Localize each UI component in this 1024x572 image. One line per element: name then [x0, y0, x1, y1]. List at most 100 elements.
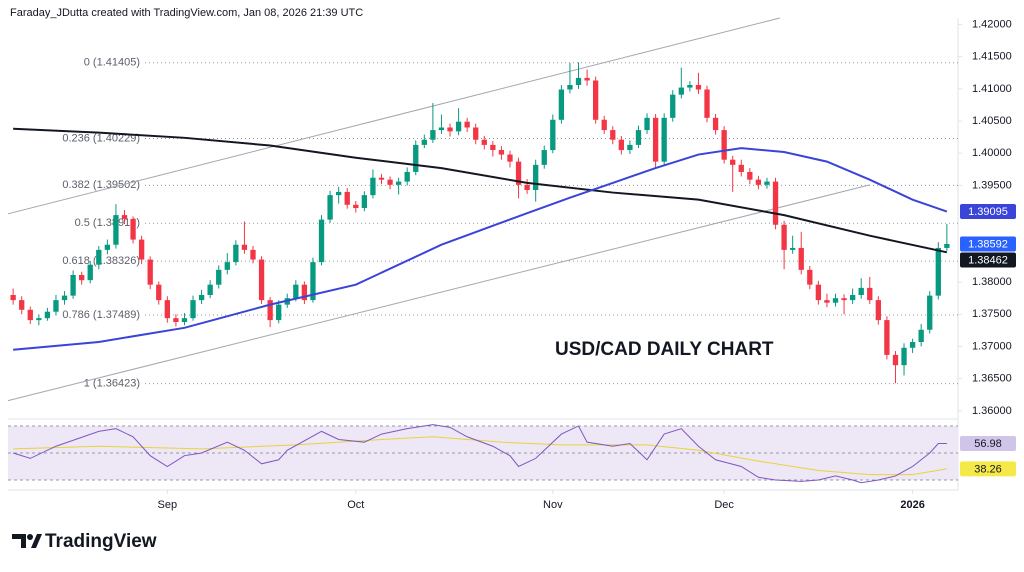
y-tick-label: 1.40000 — [972, 147, 1012, 159]
rsi-line — [13, 436, 947, 476]
candle-body — [601, 119, 607, 131]
candle-body — [644, 117, 650, 131]
candle-body — [738, 164, 744, 172]
candle-body — [584, 77, 590, 81]
candle-body — [276, 304, 282, 321]
candle-body — [344, 191, 350, 205]
candle-body — [592, 80, 599, 120]
y-tick-label: 1.37500 — [972, 308, 1012, 320]
x-tick-label: Nov — [543, 499, 563, 511]
candle-body — [541, 150, 547, 165]
candle-body — [455, 121, 462, 132]
candle-body — [173, 318, 179, 323]
moving-average — [13, 127, 948, 254]
candle-body — [96, 249, 102, 265]
candle-body — [318, 219, 325, 263]
candle-body — [387, 179, 393, 185]
candle-body — [198, 294, 205, 301]
candle-body — [361, 195, 368, 209]
candle-body — [395, 181, 402, 185]
candle-body — [130, 218, 136, 240]
candle-body — [824, 300, 830, 303]
candle-body — [464, 121, 470, 128]
candle-body — [216, 269, 222, 285]
candle-body — [764, 181, 770, 185]
y-tick-label: 1.38000 — [972, 276, 1012, 288]
logo-mark — [31, 534, 42, 548]
candle-body — [10, 294, 16, 301]
candle-body — [36, 318, 42, 321]
candle-body — [730, 159, 736, 165]
candle-body — [250, 249, 256, 260]
price-tag-label: 1.39095 — [968, 206, 1008, 218]
candle-body — [53, 300, 59, 312]
candle-body — [721, 130, 727, 160]
candle-body — [404, 171, 410, 182]
candle-body — [327, 195, 333, 220]
fib-label: 0.236 (1.40229) — [62, 132, 140, 144]
candle-body — [781, 224, 787, 250]
candle-body — [421, 139, 427, 145]
candle-body — [550, 119, 556, 151]
candle-body — [438, 127, 445, 131]
y-tick-label: 1.42000 — [972, 18, 1012, 30]
candle-body — [293, 284, 299, 299]
candle-body — [190, 300, 196, 319]
candle-body — [138, 239, 145, 260]
candle-body — [867, 287, 873, 301]
candle-body — [156, 284, 162, 301]
candle-body — [815, 284, 822, 301]
candle-body — [224, 262, 230, 270]
candle-body — [413, 144, 419, 172]
candle-body — [704, 89, 710, 118]
candle-body — [147, 259, 153, 285]
candle-body — [473, 127, 479, 140]
back-layer: 1.36000 1.36500 1.37000 1.37500 1.38000 1.395… — [7, 17, 1012, 511]
candle-body — [755, 179, 762, 185]
candle-body — [892, 354, 899, 366]
logo-dot — [27, 534, 33, 540]
candle-body — [652, 117, 659, 162]
candle-body — [378, 177, 385, 180]
candle-body — [909, 341, 916, 348]
front-layer: 1.39095 1.38592 1.38462 56.98 38.26 — [12, 127, 1016, 484]
trendline — [7, 184, 870, 402]
candle-body — [524, 184, 530, 190]
y-tick-label: 1.41000 — [972, 83, 1012, 95]
candle-body — [507, 154, 513, 162]
moving-average — [13, 147, 948, 351]
candle-body — [558, 89, 565, 120]
candle-body — [944, 243, 950, 248]
candle-body — [258, 259, 265, 301]
candle-body — [164, 300, 170, 319]
x-tick-label: 2026 — [900, 499, 924, 511]
fib-label: 0 (1.41405) — [84, 57, 140, 69]
candle-body — [430, 130, 436, 140]
candles-layer — [10, 62, 950, 384]
candle-body — [670, 94, 676, 118]
fib-label: 0.786 (1.37489) — [62, 309, 140, 321]
candle-body — [498, 150, 505, 155]
candle-body — [481, 139, 487, 145]
x-tick-label: Oct — [347, 499, 364, 511]
candle-body — [310, 262, 316, 301]
candle-body — [87, 264, 93, 281]
candle-body — [832, 298, 839, 303]
chart-annotation: USD/CAD DAILY CHART — [555, 339, 774, 360]
y-tick-label: 1.40500 — [972, 115, 1012, 127]
candle-body — [618, 139, 625, 151]
candle-body — [627, 144, 633, 151]
candle-body — [533, 164, 539, 190]
candle-body — [712, 117, 719, 131]
candle-body — [515, 161, 522, 185]
header-title: Faraday_JDutta created with TradingView.… — [10, 7, 363, 19]
candle-body — [918, 329, 924, 342]
candle-body — [841, 298, 847, 301]
candle-body — [353, 204, 359, 209]
y-tick-label: 1.36500 — [972, 373, 1012, 385]
candle-body — [27, 309, 33, 321]
candle-body — [121, 215, 128, 219]
fib-label: 1 (1.36423) — [84, 378, 140, 390]
candle-body — [19, 300, 25, 310]
